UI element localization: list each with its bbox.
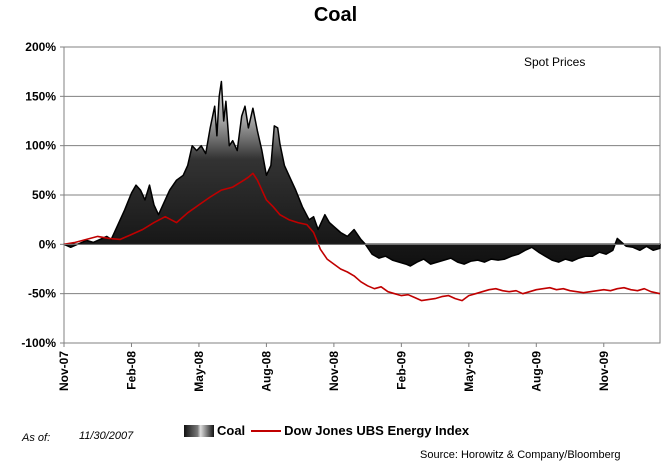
y-tick-label: 0%: [39, 237, 57, 251]
chart-title: Coal: [313, 4, 358, 26]
x-tick-label: Nov-09: [597, 351, 611, 391]
legend-label-index: Dow Jones UBS Energy Index: [284, 423, 470, 438]
spot-prices-annotation: Spot Prices: [524, 55, 585, 69]
x-tick-label: Aug-08: [259, 351, 273, 392]
x-tick-label: May-08: [192, 351, 206, 392]
as-of-date: 11/30/2007: [79, 430, 134, 442]
series-area-coal: [63, 80, 661, 267]
legend-swatch-index: [251, 429, 282, 432]
legend-label-coal: Coal: [217, 423, 246, 438]
y-tick-label: 200%: [25, 40, 56, 54]
series: [63, 80, 661, 302]
x-tick-label: Feb-09: [394, 351, 408, 390]
source-note: Source: Horowitz & Company/Bloomberg: [420, 449, 621, 461]
y-tick-label: 50%: [32, 188, 56, 202]
series-line-dow-jones-ubs-energy: [63, 172, 661, 302]
legend-swatch-coal: [184, 424, 214, 437]
as-of-label: As of:: [22, 432, 51, 444]
legend: Coal Dow Jones UBS Energy Index: [184, 423, 469, 438]
x-tick-label: Nov-07: [57, 351, 71, 391]
y-tick-label: 100%: [25, 139, 56, 153]
x-tick-label: Aug-09: [529, 351, 543, 392]
y-tick-label: -50%: [28, 287, 56, 301]
y-tick-label: 150%: [25, 89, 56, 103]
x-tick-label: May-09: [462, 351, 476, 392]
y-tick-label: -100%: [21, 336, 56, 350]
axes: 200% 150% 100% 50% 0% -50% -100%Nov-07 Feb-08 Ma…: [21, 40, 660, 392]
x-tick-label: Feb-08: [125, 351, 139, 390]
x-tick-label: Nov-08: [327, 351, 341, 391]
